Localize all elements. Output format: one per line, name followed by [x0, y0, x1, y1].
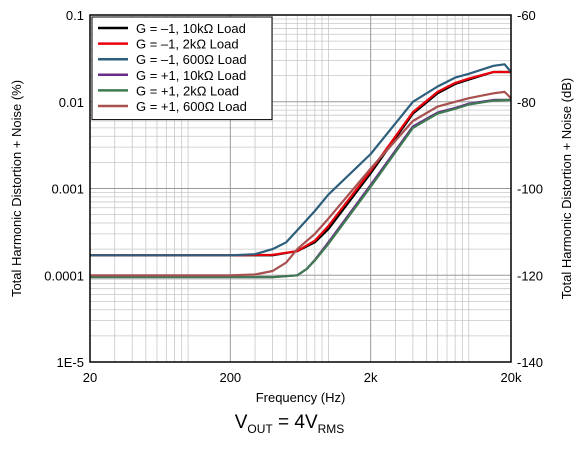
chart-caption: VOUT = 4VRMS — [0, 412, 579, 436]
caption-v-sub: OUT — [247, 421, 273, 436]
y2-tick-label: -120 — [517, 268, 543, 283]
legend-label: G = –1, 600Ω Load — [136, 52, 247, 67]
x-tick-label: 2k — [364, 370, 378, 385]
y2-tick-label: -140 — [517, 355, 543, 370]
y-tick-label: 0.001 — [51, 182, 84, 197]
y2-tick-label: -80 — [517, 95, 536, 110]
series-line-6 — [90, 90, 512, 277]
y-axis-title: Total Harmonic Distortion + Noise (%) — [9, 80, 24, 297]
y2-tick-labels: -140 -120 -100 -80 -60 — [517, 8, 543, 370]
y-tick-labels: 1E-5 0.0001 0.001 0.01 0.1 — [44, 8, 84, 370]
x-tick-labels: 20 200 2k 20k — [83, 370, 522, 385]
legend-label: G = –1, 10kΩ Load — [136, 21, 246, 36]
caption-eq: = 4V — [272, 412, 318, 433]
x-tick-label: 20 — [83, 370, 97, 385]
x-tick-label: 200 — [219, 370, 241, 385]
y-tick-label: 0.1 — [66, 8, 84, 23]
plot-frame — [89, 14, 512, 363]
y-tick-label: 1E-5 — [57, 355, 84, 370]
series-lines — [90, 63, 512, 279]
legend-box — [91, 16, 273, 121]
legend-label: G = +1, 10kΩ Load — [136, 68, 246, 83]
series-line-3 — [90, 63, 512, 257]
caption-v: V — [234, 412, 248, 433]
x-tick-label: 20k — [501, 370, 522, 385]
y-tick-label: 0.01 — [59, 95, 84, 110]
y2-axis-title: Total Harmonic Distortion + Noise (dB) — [559, 78, 574, 299]
caption-eq-sub: RMS — [317, 421, 345, 436]
y-tick-label: 0.0001 — [44, 268, 84, 283]
x-axis-title: Frequency (Hz) — [256, 390, 346, 405]
series-line-5 — [90, 98, 512, 279]
legend-label: G = +1, 2kΩ Load — [136, 83, 239, 98]
legend-label: G = +1, 600Ω Load — [136, 99, 247, 114]
y2-tick-label: -60 — [517, 8, 536, 23]
y2-tick-label: -100 — [517, 182, 543, 197]
legend-label: G = –1, 2kΩ Load — [136, 37, 239, 52]
